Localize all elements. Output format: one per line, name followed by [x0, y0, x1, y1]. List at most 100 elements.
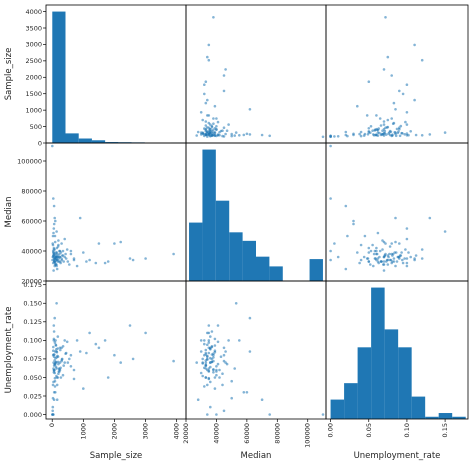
scatter-point-r0c2-25	[378, 117, 382, 120]
scatter-point-r0c2-64	[386, 55, 390, 59]
scatter-point-r0c2-69	[329, 134, 332, 138]
scatter-point-r2c1-99	[201, 374, 204, 378]
x-tick-label-median-3: 80000	[273, 423, 281, 444]
scatter-point-r1c0-19	[144, 257, 147, 260]
scatter-point-r1c0-67	[64, 252, 67, 256]
scatter-point-r2c1-14	[245, 391, 249, 394]
scatter-point-r1c2-71	[404, 248, 407, 251]
scatter-point-r0c1-30	[213, 104, 217, 108]
hist-bar-median-6	[269, 266, 283, 281]
scatter-point-r0c2-32	[384, 15, 387, 19]
hist-bar-unemployment-rate-1	[344, 383, 358, 419]
hist-bar-sample-size-5	[118, 142, 132, 143]
scatter-point-r2c0-10	[88, 331, 91, 335]
x-tick-label-sample-size-3: 3000	[142, 423, 150, 440]
scatter-point-r1c0-71	[65, 248, 69, 251]
scatter-point-r0c2-11	[367, 80, 371, 83]
scatter-point-r0c1-52	[219, 129, 223, 133]
scatter-point-r1c2-62	[346, 234, 349, 238]
scatter-point-r0c2-70	[333, 135, 336, 138]
scatter-point-r2c0-42	[54, 339, 57, 342]
scatter-point-r2c1-90	[216, 324, 220, 327]
y-tick-label-unemployment-rate-2: 0.050	[23, 374, 42, 382]
scatter-point-r1c2-1	[329, 197, 332, 200]
scatter-point-r0c1-50	[201, 118, 204, 122]
scatter-point-r2c0-28	[53, 316, 56, 320]
scatter-point-r0c2-51	[352, 133, 355, 137]
scatter-point-r0c2-96	[375, 128, 379, 132]
scatter-point-r0c2-81	[369, 125, 373, 128]
scatter-point-r2c0-48	[61, 345, 65, 348]
scatter-point-r1c0-18	[113, 242, 116, 245]
scatter-point-r2c0-31	[57, 372, 60, 376]
scatter-point-r2c1-86	[206, 343, 209, 347]
scatter-point-r0c2-86	[401, 132, 404, 135]
scatter-point-r0c1-59	[222, 126, 226, 129]
x-tick-label-median-1: 40000	[212, 423, 220, 444]
scatter-point-r2c0-107	[53, 353, 56, 356]
scatter-point-r2c0-9	[75, 339, 79, 342]
scatter-point-r2c0-27	[55, 398, 59, 402]
scatter-point-r2c0-57	[62, 364, 65, 367]
scatter-point-r2c0-51	[52, 391, 56, 394]
scatter-point-r2c0-18	[113, 353, 116, 357]
scatter-point-r0c2-37	[401, 92, 405, 96]
scatter-point-r1c2-24	[405, 237, 409, 241]
scatter-point-r1c2-16	[367, 246, 371, 250]
scatter-point-r0c2-49	[405, 83, 409, 86]
scatter-point-r1c0-9	[75, 264, 79, 268]
scatter-point-r1c0-32	[172, 252, 175, 256]
scatter-point-r1c2-30	[356, 251, 359, 254]
scatter-point-r0c2-71	[404, 120, 407, 124]
y-axis-label-median: Median	[4, 197, 14, 228]
hist-bar-median-4	[242, 240, 256, 281]
scatter-point-r1c0-49	[103, 261, 107, 265]
scatter-point-r0c1-106	[210, 131, 214, 135]
scatter-point-r2c0-77	[57, 370, 61, 373]
scatter-point-r0c2-78	[395, 127, 399, 131]
scatter-point-r1c2-21	[363, 234, 367, 238]
scatter-point-r2c1-102	[204, 363, 208, 367]
scatter-point-r1c2-25	[378, 249, 382, 253]
hist-bar-unemployment-rate-5	[398, 347, 412, 419]
scatter-point-r1c2-89	[372, 264, 375, 268]
scatter-point-r1c0-25	[69, 249, 73, 253]
scatter-point-r2c1-85	[209, 380, 212, 384]
scatter-point-r1c2-70	[333, 242, 336, 245]
scatter-point-r2c1-16	[218, 376, 221, 379]
x-tick-label-median-4: 100000	[304, 423, 312, 448]
hist-bar-median-0	[189, 222, 203, 281]
scatter-point-r0c1-98	[210, 134, 214, 137]
scatter-point-r0c2-77	[373, 129, 377, 132]
scatter-point-r0c1-67	[212, 122, 215, 125]
scatter-point-r0c2-97	[385, 126, 389, 129]
scatter-point-r1c0-98	[52, 254, 55, 257]
scatter-point-r2c1-28	[248, 316, 252, 320]
scatter-point-r2c1-81	[215, 373, 218, 377]
scatter-point-r0c2-38	[382, 120, 386, 123]
scatter-point-r2c1-1	[268, 413, 272, 416]
scatter-point-r0c2-2	[398, 89, 401, 93]
scatter-point-r2c1-72	[225, 362, 229, 366]
scatter-point-r1c2-99	[369, 263, 372, 266]
scatter-point-r0c2-66	[358, 132, 361, 136]
scatter-point-r0c2-56	[366, 133, 370, 136]
scatter-point-r2c0-64	[131, 357, 135, 361]
scatter-point-r2c0-26	[55, 302, 58, 305]
scatter-point-r0c2-80	[407, 133, 410, 137]
scatter-point-r2c1-45	[233, 367, 236, 370]
scatter-point-r2c0-81	[61, 373, 65, 377]
scatter-point-r2c0-96	[58, 368, 61, 371]
scatter-point-r2c0-44	[59, 376, 63, 379]
scatter-point-r0c1-26	[234, 131, 238, 134]
scatter-point-r0c2-104	[394, 134, 398, 138]
scatter-point-r1c2-79	[382, 263, 385, 266]
scatter-point-r0c1-19	[207, 43, 211, 47]
y-tick-label-sample-size-7: 3500	[25, 24, 42, 32]
scatter-point-r0c1-12	[224, 68, 227, 71]
scatter-point-r1c2-41	[381, 248, 384, 251]
scatter-point-r1c2-42	[405, 257, 409, 260]
scatter-point-r1c2-96	[375, 252, 379, 256]
scatter-point-r1c2-72	[381, 239, 384, 242]
scatter-point-r0c1-32	[212, 15, 215, 19]
